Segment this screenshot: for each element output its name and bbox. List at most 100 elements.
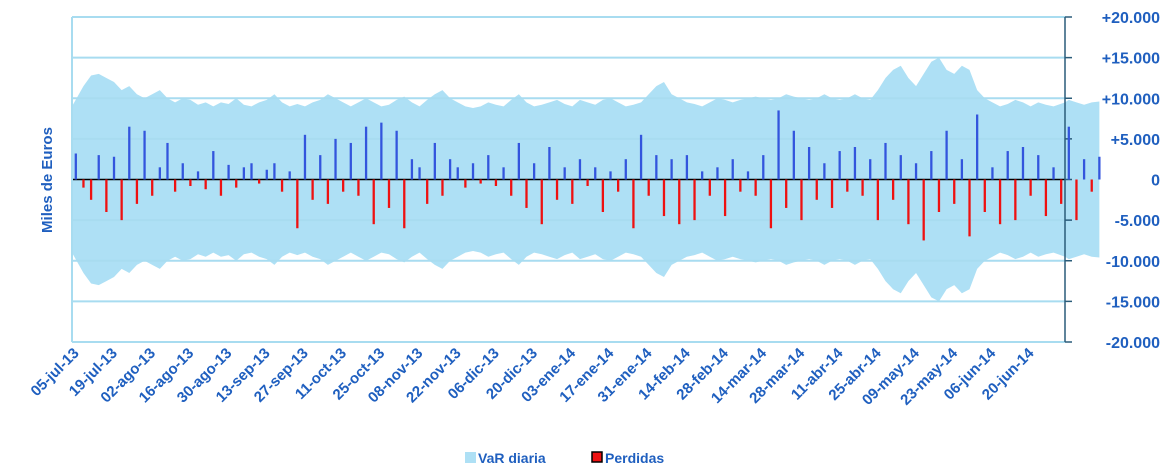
pl-bar (265, 169, 268, 180)
pl-bar (173, 179, 177, 192)
pl-bar (441, 179, 444, 196)
pl-bar (395, 130, 398, 180)
pl-bar (586, 179, 589, 186)
pl-bar (82, 179, 85, 188)
pl-bar (968, 179, 971, 237)
pl-bar (655, 155, 658, 180)
pl-bar (739, 179, 742, 192)
pl-bar (532, 163, 536, 180)
pl-bar (464, 179, 467, 188)
pl-bar (571, 179, 574, 204)
y-tick-label: 0 (1151, 173, 1160, 190)
legend-swatch (591, 451, 603, 463)
pl-bar (846, 179, 849, 192)
pl-bar (930, 151, 933, 180)
pl-bar (792, 130, 795, 180)
pl-bar (151, 179, 154, 196)
pl-bar (196, 171, 200, 180)
pl-bar (227, 164, 230, 180)
pl-bar (876, 179, 880, 221)
pl-bar (357, 179, 360, 196)
pl-bar (143, 130, 146, 180)
legend-label: Perdidas (605, 450, 664, 466)
pl-bar (257, 179, 261, 184)
pl-bar (540, 179, 543, 225)
pl-bar (701, 171, 704, 180)
pl-bar (762, 155, 765, 180)
pl-bar (976, 114, 979, 180)
pl-bar (548, 147, 551, 180)
pl-bar (479, 179, 482, 184)
pl-bar (349, 142, 352, 180)
pl-bar (678, 179, 681, 225)
pl-bar (418, 167, 421, 180)
pl-bar (853, 147, 857, 180)
pl-bar (120, 179, 123, 221)
pl-bar (639, 134, 643, 180)
pl-bar (861, 179, 864, 196)
pl-bar (502, 167, 505, 180)
pl-bar (1006, 151, 1009, 180)
pl-bar (387, 179, 391, 208)
pl-bar (319, 155, 322, 180)
pl-bar (624, 159, 627, 180)
pl-bar (128, 126, 131, 180)
pl-bar (1037, 155, 1040, 180)
pl-bar (372, 179, 375, 225)
pl-bar (97, 155, 100, 180)
y-tick-label: -5.000 (1115, 213, 1160, 230)
y-tick-label: -10.000 (1106, 254, 1160, 271)
pl-bar (303, 134, 307, 180)
pl-bar (1014, 179, 1017, 221)
pl-bar (785, 179, 788, 208)
pl-bar (525, 179, 528, 208)
pl-bar (158, 167, 161, 180)
pl-bar (632, 179, 635, 229)
pl-bar (716, 167, 719, 180)
pl-bar (1052, 167, 1055, 180)
legend-swatch (465, 452, 476, 463)
pl-bar (235, 179, 238, 188)
pl-bar (135, 179, 139, 204)
pl-bar (884, 142, 887, 180)
pl-bar (1060, 179, 1063, 204)
pl-bar (1090, 179, 1093, 192)
y-axis-label: Miles de Euros (39, 127, 56, 233)
pl-bar (907, 179, 910, 225)
pl-bar (815, 179, 818, 200)
pl-bar (609, 171, 612, 180)
pl-bar (914, 163, 918, 180)
pl-bar (731, 159, 734, 180)
pl-bar (617, 179, 620, 192)
pl-bar (1021, 147, 1025, 180)
pl-bar (296, 179, 299, 229)
pl-bar (89, 179, 93, 200)
pl-bar (693, 179, 696, 221)
pl-bar (426, 179, 429, 204)
pl-bar (471, 163, 475, 180)
pl-bar (869, 159, 872, 180)
pl-bar (830, 179, 834, 208)
pl-bar (364, 126, 368, 180)
y-tick-label: +10.000 (1102, 91, 1160, 108)
y-tick-label: +20.000 (1102, 10, 1160, 27)
pl-bar (754, 179, 757, 196)
pl-bar (991, 167, 994, 180)
pl-bar (708, 179, 711, 196)
pl-bar (410, 159, 414, 180)
pl-bar (74, 153, 77, 180)
pl-bar (578, 159, 582, 180)
pl-bar (1082, 159, 1086, 180)
pl-bar (647, 179, 650, 196)
pl-bar (922, 179, 925, 241)
pl-bar (242, 167, 246, 180)
pl-bar (838, 151, 841, 180)
legend-label: VaR diaria (478, 450, 546, 466)
pl-bar (1098, 156, 1101, 180)
pl-bar (204, 179, 207, 190)
pl-bar (517, 142, 520, 180)
pl-bar (112, 156, 116, 180)
pl-bar (166, 142, 169, 180)
pl-bar (1067, 126, 1070, 180)
pl-bar (555, 179, 559, 200)
